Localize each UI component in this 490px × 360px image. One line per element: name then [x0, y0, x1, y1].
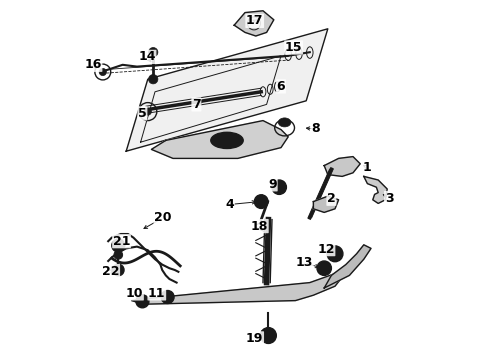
Text: 16: 16 — [84, 58, 102, 71]
Text: 20: 20 — [154, 211, 171, 224]
Ellipse shape — [254, 195, 268, 208]
Circle shape — [148, 48, 158, 57]
Circle shape — [265, 332, 272, 339]
Text: 10: 10 — [126, 287, 143, 300]
Text: 3: 3 — [385, 192, 393, 204]
Text: 13: 13 — [295, 256, 313, 269]
Text: 18: 18 — [251, 220, 268, 233]
Text: 4: 4 — [225, 198, 234, 211]
Text: 8: 8 — [311, 122, 319, 135]
Text: 17: 17 — [246, 14, 264, 27]
Text: 7: 7 — [192, 98, 201, 111]
Text: 15: 15 — [285, 41, 302, 54]
Ellipse shape — [211, 132, 243, 149]
Text: 11: 11 — [148, 287, 166, 300]
Polygon shape — [324, 157, 360, 176]
Circle shape — [148, 75, 158, 84]
Ellipse shape — [278, 118, 291, 127]
Polygon shape — [314, 196, 339, 212]
Polygon shape — [364, 176, 387, 203]
Circle shape — [161, 291, 174, 303]
Polygon shape — [234, 11, 274, 36]
Text: 21: 21 — [113, 235, 130, 248]
Polygon shape — [324, 245, 371, 288]
Text: 12: 12 — [317, 243, 335, 256]
Circle shape — [136, 295, 149, 308]
Text: 5: 5 — [138, 107, 147, 120]
Circle shape — [99, 68, 106, 76]
Circle shape — [327, 246, 343, 262]
Circle shape — [112, 239, 125, 252]
Ellipse shape — [272, 180, 286, 194]
Ellipse shape — [218, 136, 236, 145]
Circle shape — [331, 250, 339, 257]
Text: 2: 2 — [327, 192, 336, 205]
Text: 14: 14 — [138, 50, 156, 63]
Circle shape — [114, 251, 122, 259]
Text: 1: 1 — [363, 161, 372, 174]
Polygon shape — [126, 29, 328, 151]
Circle shape — [144, 108, 151, 115]
Text: 22: 22 — [102, 265, 120, 278]
Circle shape — [113, 264, 124, 276]
Polygon shape — [132, 274, 342, 304]
Polygon shape — [151, 121, 288, 158]
Circle shape — [261, 328, 276, 343]
Circle shape — [317, 261, 331, 275]
Text: 6: 6 — [277, 80, 285, 93]
Text: 9: 9 — [269, 178, 277, 191]
Text: 19: 19 — [246, 332, 264, 345]
